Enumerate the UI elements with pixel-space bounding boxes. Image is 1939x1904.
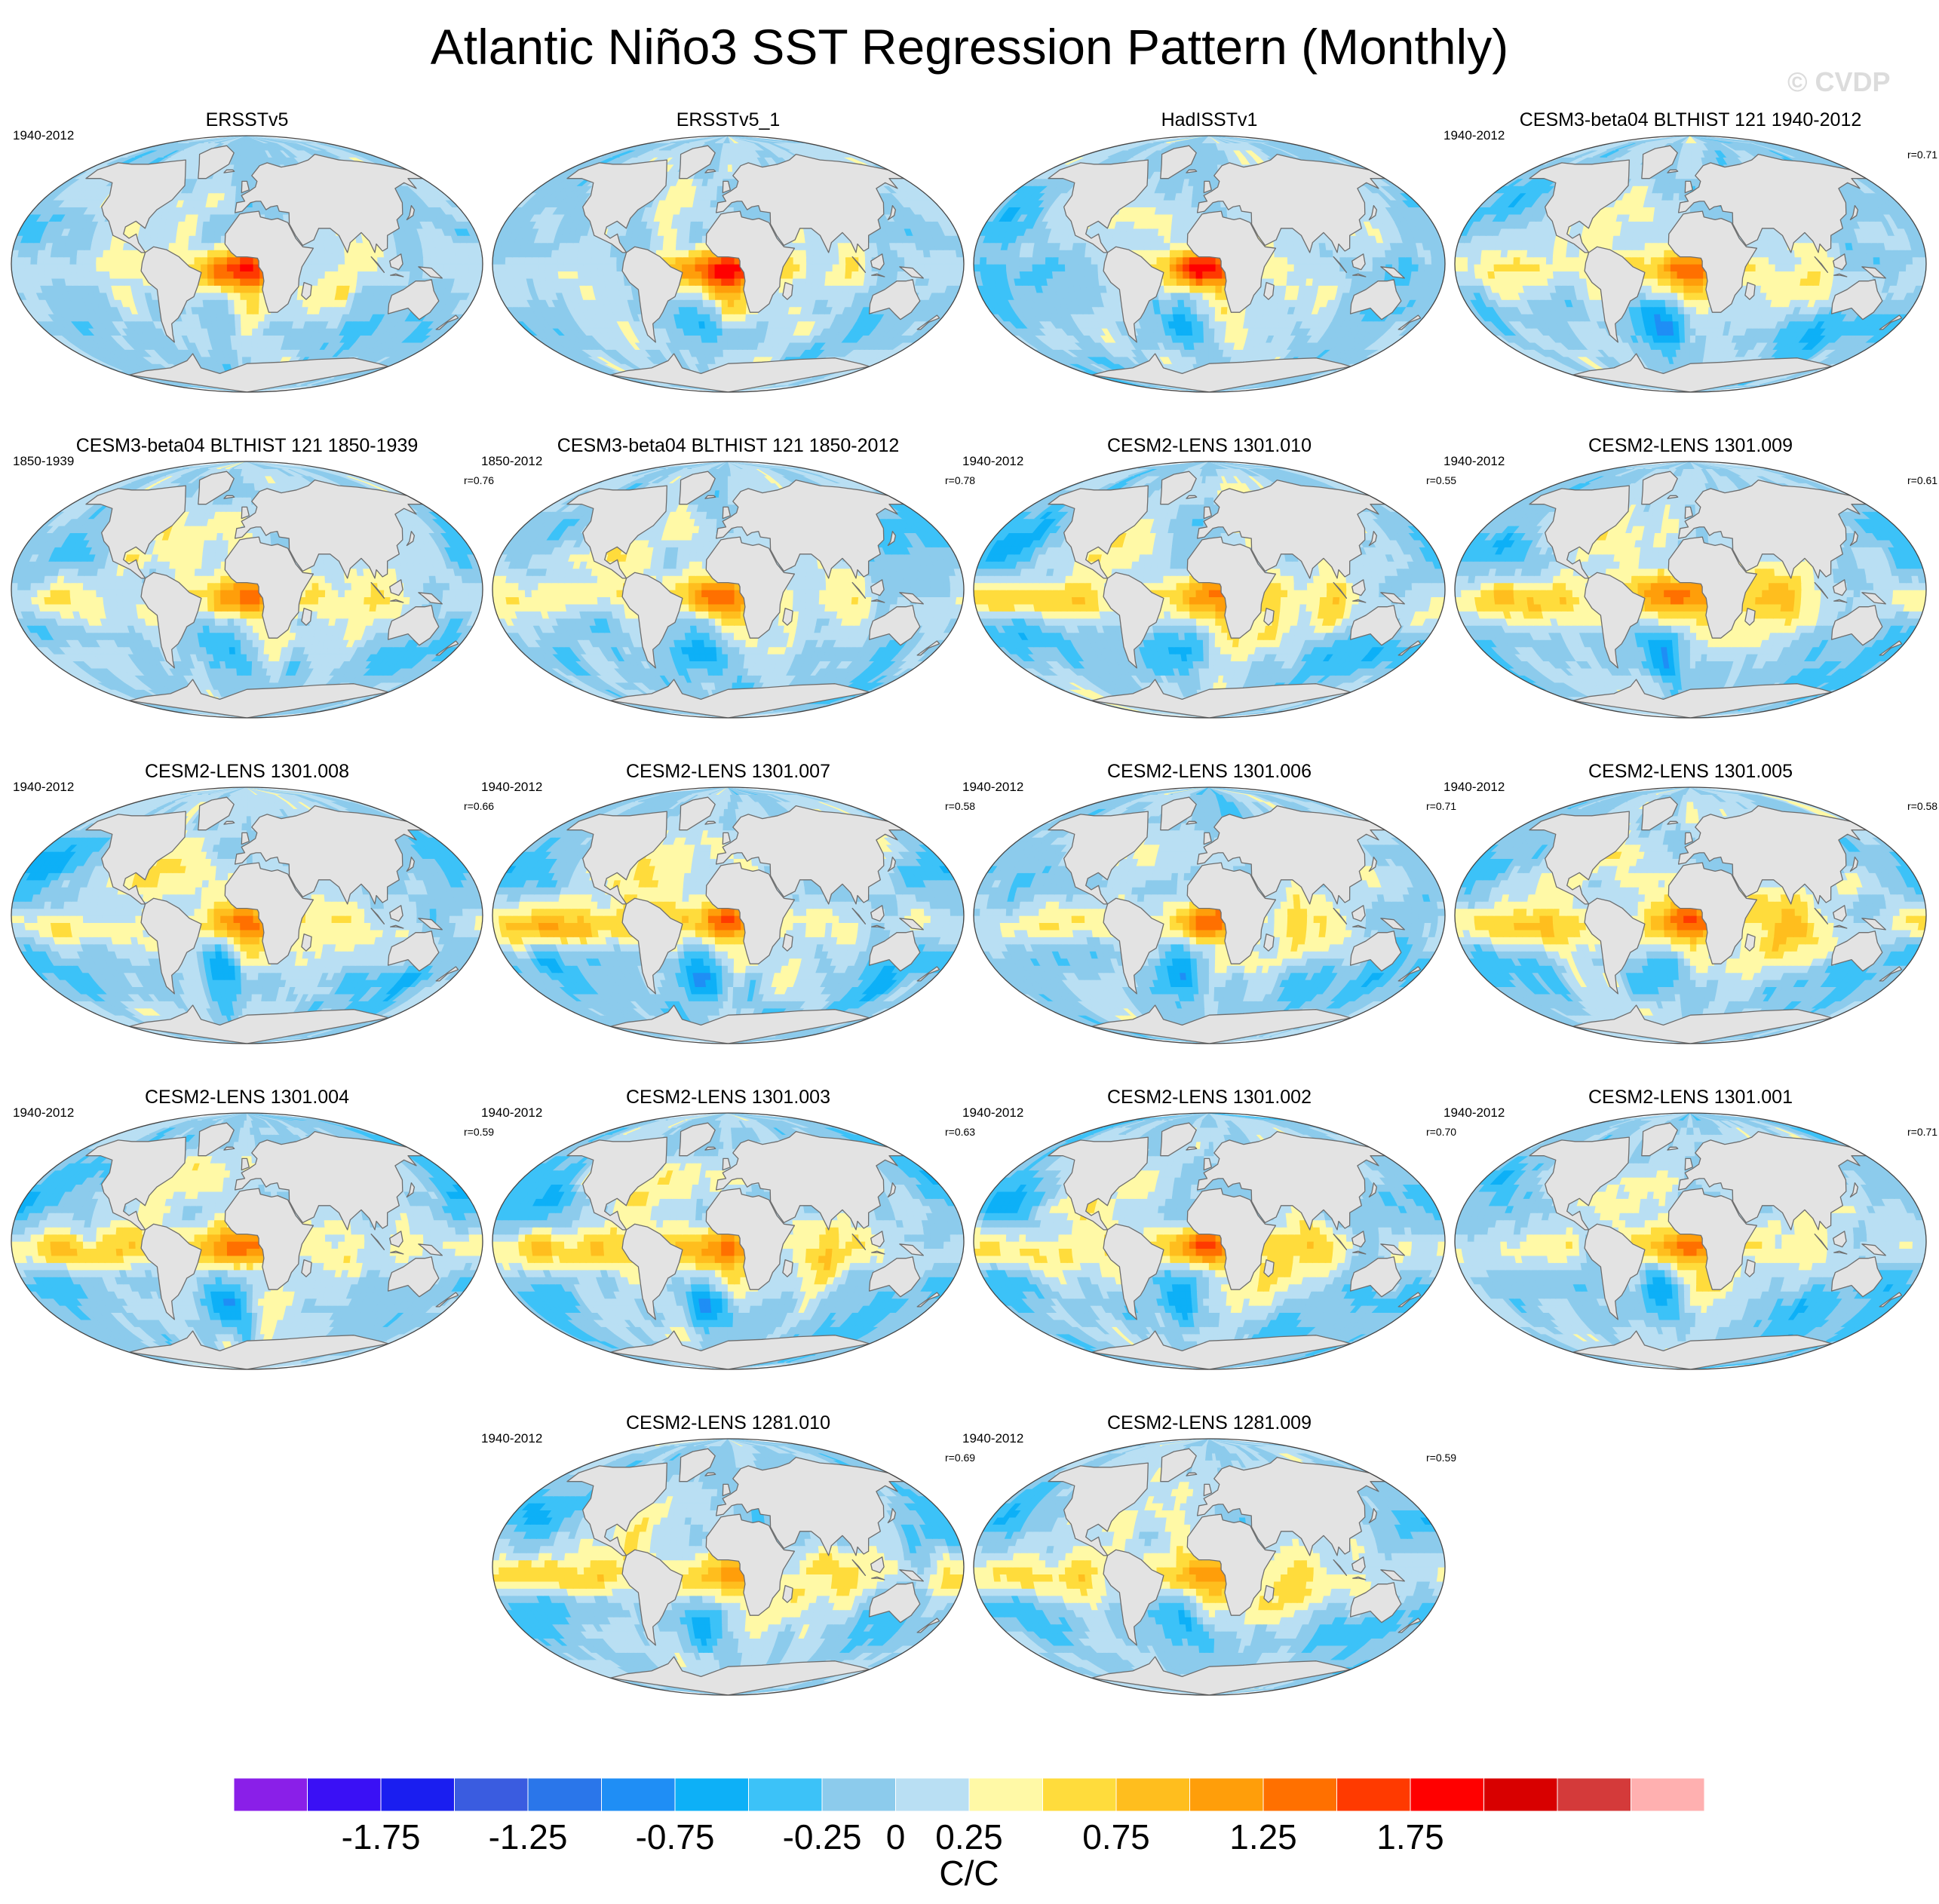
panel-correlation: r=0.59 xyxy=(464,1125,494,1139)
panel-period: 1940-2012 xyxy=(13,128,74,143)
panel-correlation: r=0.71 xyxy=(1907,148,1937,161)
panel-period: 1940-2012 xyxy=(481,1431,542,1446)
colorbar-tick-label: 0.75 xyxy=(1056,1817,1177,1856)
panel-title: ERSSTv5_1 xyxy=(462,109,994,131)
panel-title: ERSSTv5 xyxy=(0,109,513,131)
panel-period: 1940-2012 xyxy=(13,780,74,795)
colorbar-box xyxy=(1557,1777,1631,1812)
panel-correlation: r=0.78 xyxy=(945,474,975,487)
panel-correlation: r=0.58 xyxy=(945,799,975,813)
colorbar-tick-label: 1.75 xyxy=(1350,1817,1471,1856)
colorbar-box xyxy=(748,1777,823,1812)
panel-period: 1940-2012 xyxy=(13,1105,74,1121)
panel-title: HadISSTv1 xyxy=(943,109,1475,131)
panel-period: 1940-2012 xyxy=(481,1105,542,1121)
colorbar-box xyxy=(1262,1777,1337,1812)
colorbar-box xyxy=(674,1777,749,1812)
colorbar-tick-label: 0.25 xyxy=(909,1817,1029,1856)
panel-title: CESM2-LENS 1301.004 xyxy=(0,1086,513,1108)
colorbar-units: C/C xyxy=(894,1853,1045,1893)
panel-period: 1850-2012 xyxy=(481,454,542,469)
colorbar-box xyxy=(380,1777,455,1812)
panel-period: 1940-2012 xyxy=(1444,128,1505,143)
colorbar-box xyxy=(233,1777,308,1812)
panel-correlation: r=0.58 xyxy=(1907,799,1937,813)
panel-correlation: r=0.69 xyxy=(945,1451,975,1464)
panel-correlation: r=0.70 xyxy=(1426,1125,1456,1139)
panel-title: CESM3-beta04 BLTHIST 121 1850-1939 xyxy=(0,434,513,457)
colorbar-box xyxy=(307,1777,382,1812)
panel-correlation: r=0.71 xyxy=(1426,799,1456,813)
colorbar-box xyxy=(821,1777,896,1812)
panel-period: 1940-2012 xyxy=(962,780,1023,795)
panel-period: 1940-2012 xyxy=(1444,454,1505,469)
colorbar-tick-label: -1.25 xyxy=(468,1817,588,1856)
cvdp-watermark: © CVDP xyxy=(1787,66,1891,98)
panel-correlation: r=0.59 xyxy=(1426,1451,1456,1464)
colorbar-box xyxy=(1483,1777,1558,1812)
panel-correlation: r=0.76 xyxy=(464,474,494,487)
colorbar-box xyxy=(968,1777,1043,1812)
panel-period: 1940-2012 xyxy=(962,1105,1023,1121)
figure-title: Atlantic Niño3 SST Regression Pattern (M… xyxy=(0,17,1939,77)
colorbar-box xyxy=(1189,1777,1264,1812)
colorbar-box xyxy=(1042,1777,1117,1812)
panel-period: 1940-2012 xyxy=(1444,1105,1505,1121)
colorbar-box xyxy=(601,1777,676,1812)
panel-period: 1940-2012 xyxy=(962,1431,1023,1446)
panel-correlation: r=0.55 xyxy=(1426,474,1456,487)
colorbar-box xyxy=(1336,1777,1411,1812)
colorbar-tick-label: -1.75 xyxy=(321,1817,441,1856)
panel-correlation: r=0.63 xyxy=(945,1125,975,1139)
colorbar-tick-label: -0.75 xyxy=(615,1817,735,1856)
colorbar-box xyxy=(527,1777,602,1812)
colorbar-box xyxy=(895,1777,970,1812)
panel-period: 1940-2012 xyxy=(962,454,1023,469)
panel-correlation: r=0.71 xyxy=(1907,1125,1937,1139)
colorbar-box xyxy=(1410,1777,1484,1812)
panel-title: CESM2-LENS 1301.008 xyxy=(0,760,513,783)
colorbar-tick-label: 1.25 xyxy=(1203,1817,1324,1856)
colorbar-box xyxy=(1631,1777,1705,1812)
panel-period: 1940-2012 xyxy=(481,780,542,795)
colorbar-box xyxy=(454,1777,529,1812)
panel-period: 1940-2012 xyxy=(1444,780,1505,795)
colorbar-box xyxy=(1115,1777,1190,1812)
panel-correlation: r=0.61 xyxy=(1907,474,1937,487)
panel-period: 1850-1939 xyxy=(13,454,74,469)
panel-correlation: r=0.66 xyxy=(464,799,494,813)
